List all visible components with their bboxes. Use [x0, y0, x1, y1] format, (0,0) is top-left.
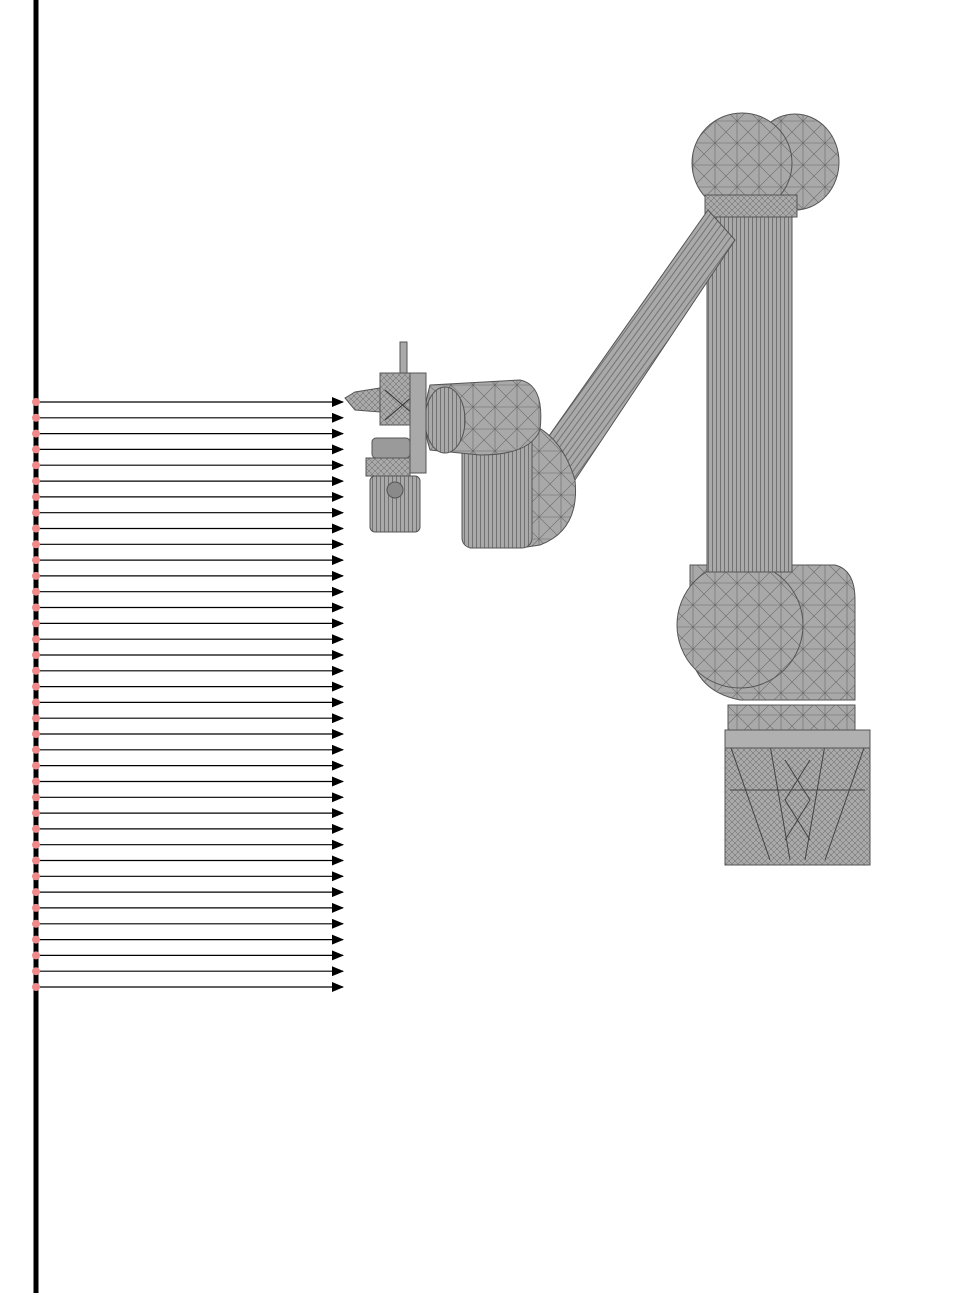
ray-origin-marker — [32, 413, 40, 422]
ray-origin-marker — [32, 793, 40, 802]
ray-origin-marker — [32, 745, 40, 754]
ray-origin-marker — [32, 398, 40, 406]
ray-origin-marker — [32, 508, 40, 517]
ray-origin-marker — [32, 730, 40, 738]
robot-upper-arm — [706, 209, 793, 573]
ray-origin-marker — [32, 903, 40, 912]
ray-origin-marker — [32, 524, 40, 533]
ray-origin-marker — [32, 872, 40, 881]
ray-origin-marker — [32, 824, 40, 833]
ray-origin-marker — [32, 429, 40, 438]
ray-origin-marker — [32, 951, 40, 960]
ray-origin-marker — [32, 445, 40, 454]
robot-end-effector-gripper — [344, 341, 427, 474]
ray-origin-marker — [32, 983, 40, 991]
robot-arm-icon — [344, 112, 871, 866]
ray-origin-marker — [32, 919, 40, 928]
ray-origin-marker — [32, 651, 40, 659]
robot-tool-camera — [365, 437, 421, 533]
ray-origin-marker — [32, 556, 40, 565]
robot-elbow-joint — [691, 112, 840, 218]
ray-origin-marker — [32, 698, 40, 707]
robot-base — [724, 704, 871, 866]
ray-origin-marker — [32, 840, 40, 849]
ray-origin-marker — [32, 635, 40, 644]
ray-origin-marker — [32, 666, 40, 675]
ray-origin-marker — [32, 461, 40, 470]
robot-shoulder-joint — [676, 561, 856, 701]
ray-origin-marker — [32, 856, 40, 865]
ray-origin-marker — [32, 888, 40, 897]
ray-origin-marker — [32, 540, 40, 549]
ray-group — [32, 397, 344, 992]
ray-origin-marker — [32, 587, 40, 596]
ray-origin-marker — [32, 477, 40, 486]
ray-origin-marker — [32, 714, 40, 723]
ray-origin-marker — [32, 492, 40, 501]
ray-origin-marker — [32, 935, 40, 944]
ray-origin-marker — [32, 809, 40, 818]
ray-origin-marker — [32, 619, 40, 628]
ray-origin-marker — [32, 777, 40, 786]
ray-origin-marker — [32, 682, 40, 691]
robot-wrist-block — [424, 379, 542, 456]
ray-origin-marker — [32, 967, 40, 976]
ray-origin-marker — [32, 571, 40, 580]
ray-origin-marker — [32, 761, 40, 770]
ray-origin-marker — [32, 603, 40, 612]
